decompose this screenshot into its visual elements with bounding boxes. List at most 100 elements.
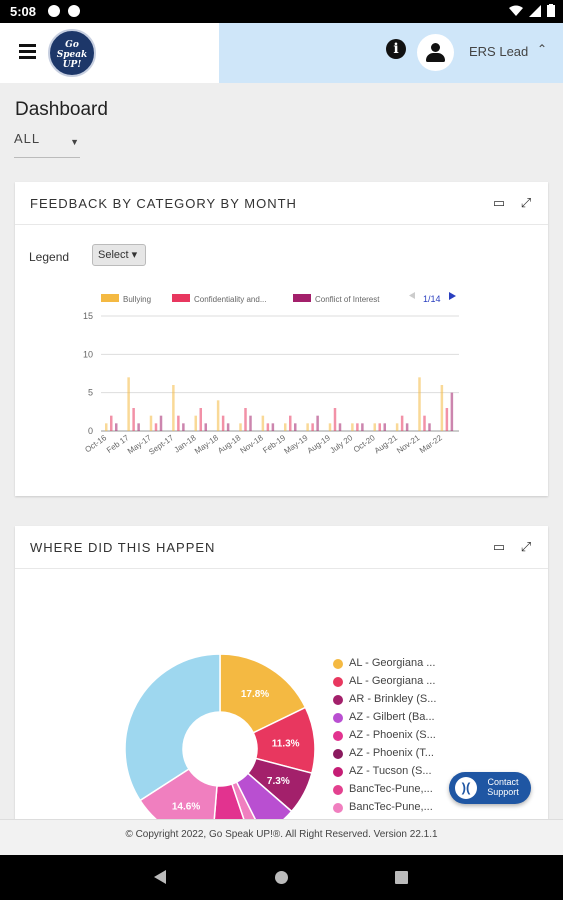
- bar-chart: Bullying Confidentiality and... Conflict o…: [83, 292, 459, 457]
- info-icon[interactable]: i: [386, 39, 406, 59]
- avatar[interactable]: [417, 34, 454, 71]
- bar: [110, 415, 113, 431]
- legend-entry: Conflict of Interest: [315, 295, 380, 304]
- bar: [328, 423, 332, 431]
- bar: [351, 423, 354, 431]
- bar: [445, 408, 449, 431]
- contact-support-button[interactable]: )( Contact Support: [449, 772, 531, 804]
- bar: [216, 400, 220, 431]
- legend-dot: [333, 659, 343, 669]
- x-tick-label: Nov-18: [238, 433, 265, 455]
- signal-icon: [529, 4, 541, 17]
- legend-swatch: [293, 294, 311, 302]
- bar: [311, 423, 314, 431]
- bar: [423, 415, 426, 431]
- recents-icon[interactable]: [395, 871, 408, 884]
- battery-icon: [547, 4, 555, 17]
- export-icon[interactable]: ▭: [492, 539, 506, 554]
- bar: [450, 392, 454, 431]
- chevron-up-icon[interactable]: ⌃: [537, 42, 548, 56]
- bar: [361, 423, 364, 431]
- bar: [284, 423, 287, 431]
- donut-chart: 17.8% 11.3% 7.3% 14.6%: [124, 653, 316, 819]
- bar: [306, 423, 309, 431]
- slice-label: 11.3%: [272, 739, 300, 750]
- x-tick-label: Aug-18: [216, 433, 243, 455]
- legend-label: AZ - Tucson (S...: [349, 765, 432, 777]
- legend-swatch: [172, 294, 190, 302]
- user-name[interactable]: ERS Lead: [469, 44, 529, 59]
- legend-label: AZ - Gilbert (Ba...: [349, 711, 435, 723]
- slice-label: 14.6%: [172, 802, 200, 813]
- bar: [316, 415, 319, 431]
- legend-entry: Bullying: [123, 295, 151, 304]
- bar: [154, 423, 158, 431]
- bar: [199, 408, 202, 431]
- fullscreen-icon[interactable]: ⤢: [520, 539, 532, 554]
- page-title: Dashboard: [15, 99, 108, 120]
- x-tick-label: May-18: [193, 433, 220, 456]
- donut-slice: [219, 653, 307, 734]
- x-tick-label: May-19: [282, 433, 309, 456]
- slice-label: 17.8%: [241, 689, 269, 700]
- legend-label: AL - Georgiana ...: [349, 657, 436, 669]
- card-header: FEEDBACK BY CATEGORY BY MONTH ▭ ⤢: [15, 182, 548, 225]
- x-tick-label: Oct-20: [352, 433, 377, 454]
- bar: [405, 423, 409, 431]
- legend-dot: [333, 695, 343, 705]
- bar: [440, 385, 444, 431]
- copyright-text: © Copyright 2022, Go Speak UP!®. All Rig…: [125, 829, 438, 840]
- legend-dot: [333, 731, 343, 741]
- home-icon[interactable]: [275, 871, 288, 884]
- bar: [226, 423, 230, 431]
- menu-icon[interactable]: [19, 44, 36, 59]
- bar: [221, 415, 225, 431]
- bar: [356, 423, 359, 431]
- bar: [159, 415, 163, 431]
- legend-dot: [333, 713, 343, 723]
- fullscreen-icon[interactable]: ⤢: [520, 195, 532, 210]
- status-bar: 5:08: [0, 0, 563, 23]
- export-icon[interactable]: ▭: [492, 195, 506, 210]
- bar: [239, 423, 242, 431]
- legend-label: AZ - Phoenix (S...: [349, 729, 436, 741]
- y-tick-label: 10: [83, 349, 93, 359]
- x-tick-label: Mar-22: [418, 433, 444, 455]
- legend-select[interactable]: Select ▾: [92, 244, 146, 266]
- bar: [244, 408, 247, 431]
- bar: [115, 423, 118, 431]
- legend-prev-icon: [409, 292, 415, 299]
- bar: [194, 415, 197, 431]
- donut-slice: [124, 653, 221, 802]
- contact-line2: Support: [487, 787, 519, 797]
- legend-dot: [333, 749, 343, 759]
- bar: [271, 423, 275, 431]
- filter-value: ALL: [14, 131, 41, 146]
- status-time: 5:08: [10, 4, 37, 19]
- app-logo[interactable]: Go Speak UP!: [48, 29, 96, 77]
- bar: [177, 415, 180, 431]
- x-tick-label: July 20: [328, 433, 354, 455]
- card-title: WHERE DID THIS HAPPEN: [30, 540, 216, 555]
- bar: [204, 423, 207, 431]
- bar: [289, 415, 292, 431]
- bar: [105, 423, 108, 431]
- back-icon[interactable]: [154, 870, 166, 884]
- bar: [383, 423, 386, 431]
- legend-entry: Confidentiality and...: [194, 295, 267, 304]
- logo-text: Go Speak UP!: [56, 40, 88, 70]
- bar: [333, 408, 337, 431]
- legend-label: BancTec-Pune,...: [349, 783, 433, 795]
- bar: [294, 423, 297, 431]
- legend-page: 1/14: [423, 294, 441, 304]
- legend-label: Legend: [29, 250, 70, 264]
- filter-dropdown[interactable]: ALL ▼: [14, 131, 80, 158]
- x-tick-label: Nov-21: [395, 433, 422, 455]
- select-label: Select: [98, 249, 129, 261]
- card-header: WHERE DID THIS HAPPEN ▭ ⤢: [15, 526, 548, 569]
- bar: [172, 385, 175, 431]
- bar: [428, 423, 431, 431]
- user-icon: [431, 43, 440, 52]
- x-tick-label: Aug-21: [373, 433, 400, 455]
- legend-dot: [333, 785, 343, 795]
